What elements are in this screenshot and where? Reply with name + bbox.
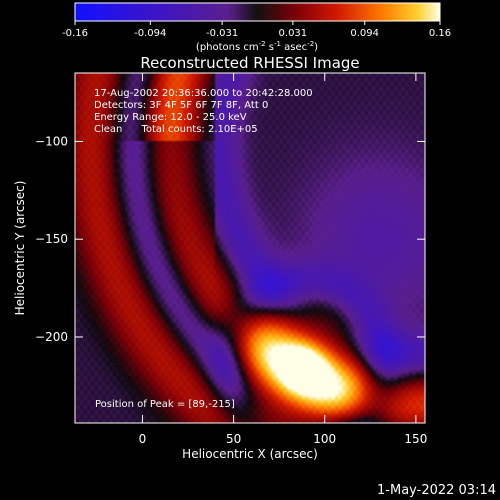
annotation-time: 17-Aug-2002 20:36:36.000 to 20:42:28.000 [94, 88, 313, 99]
chart-title: Reconstructed RHESSI Image [140, 54, 359, 72]
x-tick-label: 150 [404, 432, 427, 446]
x-axis-label: Heliocentric X (arcsec) [182, 447, 318, 461]
plot-frame [74, 72, 426, 424]
x-tick-label: 100 [313, 432, 336, 446]
colorbar-tick-label: 0.16 [429, 28, 451, 39]
annotation-clean: Clean Total counts: 2.10E+05 [94, 124, 258, 135]
heatmap-raster [75, 73, 425, 423]
colorbar-tick-label: 0.094 [350, 28, 379, 39]
y-tick-label: −150 [35, 232, 68, 246]
y-tick-label: −200 [35, 330, 68, 344]
colorbar-units: (photons cm-2 s-1 asec-2) [196, 40, 318, 53]
annotation-block: 17-Aug-2002 20:36:36.000 to 20:42:28.000… [94, 88, 313, 135]
colorbar-tick-label: -0.16 [62, 28, 88, 39]
y-axis-label: Heliocentric Y (arcsec) [13, 181, 27, 316]
heatmap-image [75, 73, 425, 423]
x-tick-label: 0 [139, 432, 147, 446]
colorbar [74, 2, 441, 22]
annotation-detectors: Detectors: 3F 4F 5F 6F 7F 8F, Att 0 [94, 100, 268, 111]
y-tick-label: −100 [35, 134, 68, 148]
axis-ticks: 0 50 100 150 −100 −150 −200 [35, 73, 427, 446]
colorbar-tick-label: -0.031 [206, 28, 238, 39]
colorbar-ticks: -0.16 -0.094 -0.031 0.031 0.094 0.16 [62, 21, 451, 39]
colorbar-tick-label: 0.031 [279, 28, 308, 39]
x-tick-label: 50 [226, 432, 241, 446]
footer-date: 1-May-2022 03:14 [377, 483, 496, 498]
colorbar-tick-label: -0.094 [134, 28, 166, 39]
peak-position-label: Position of Peak = [89,-215] [95, 399, 235, 410]
annotation-energy: Energy Range: 12.0 - 25.0 keV [94, 112, 247, 123]
